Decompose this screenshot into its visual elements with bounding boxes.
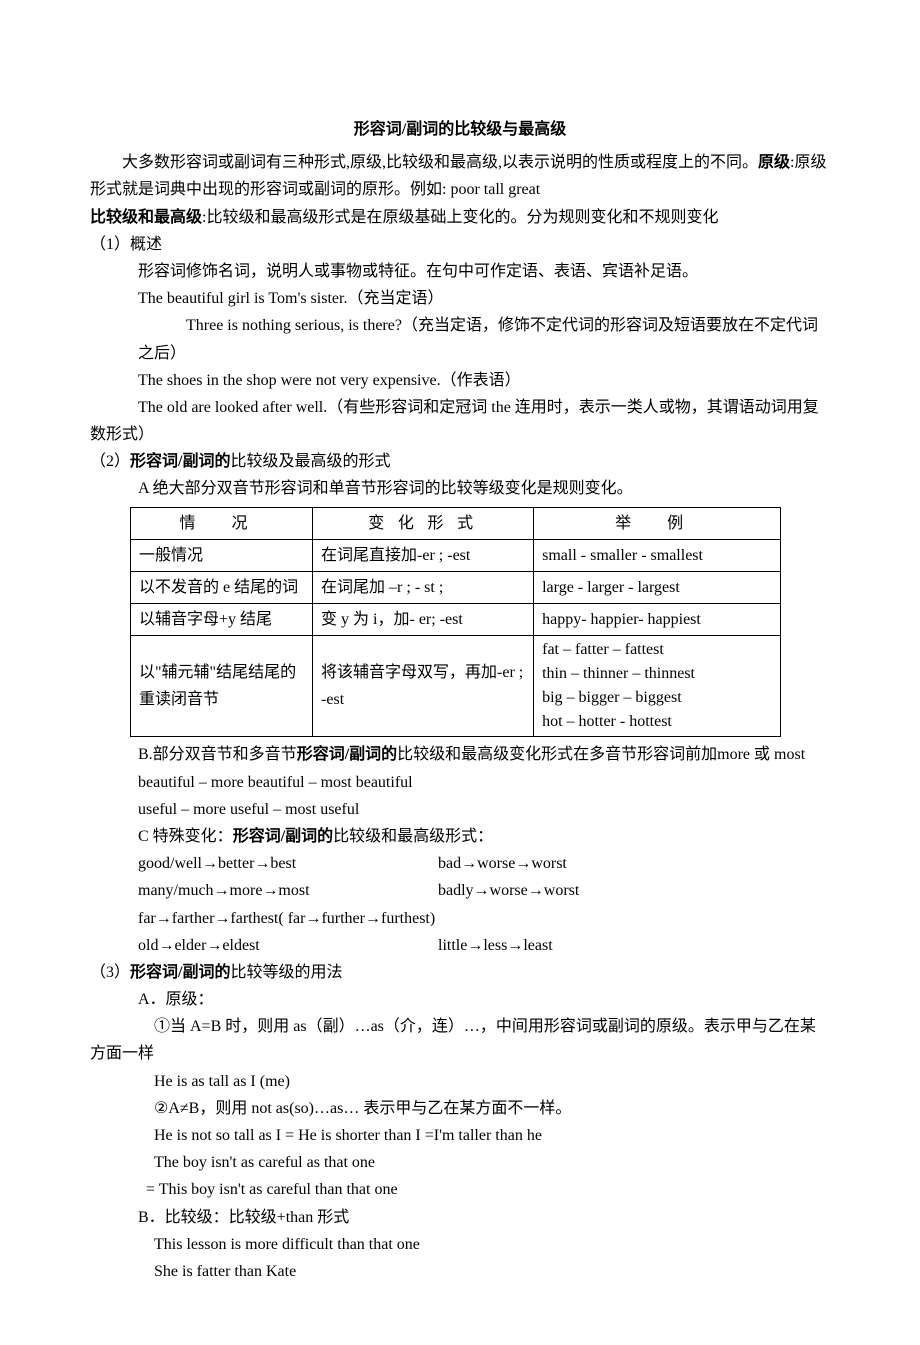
cell-case: 以"辅元辅"结尾结尾的重读闭音节	[131, 636, 313, 737]
sec3-a-label: A．原级：	[90, 986, 830, 1013]
sec1-line-5-text: The old are looked after well.（有些形容词和定冠词…	[90, 399, 819, 443]
sec3-a1: ①当 A=B 时，则用 as（副）…as（介，连）…，中间用形容词或副词的原级。…	[90, 1013, 830, 1067]
document-page: 形容词/副词的比较级与最高级 大多数形容词或副词有三种形式,原级,比较级和最高级…	[0, 0, 920, 1345]
sec3-a2-ex2: The boy isn't as careful as that one	[90, 1149, 830, 1176]
cell-example-multi: fat – fatter – fattestthin – thinner – t…	[534, 636, 781, 737]
sec2-b-pre: B.部分双音节和多音节	[138, 746, 297, 763]
sec2-c-r1-right: bad→worse→worst	[438, 850, 567, 877]
sec3-a1-ex: He is as tall as I (me)	[90, 1068, 830, 1095]
sec2-b-bold: 形容词/副词的	[297, 746, 397, 763]
sec3-a1-text: ①当 A=B 时，则用 as（副）…as（介，连）…，中间用形容词或副词的原级。…	[90, 1018, 816, 1062]
sec2-num: （2）	[90, 453, 130, 470]
rules-table: 情 况 变 化 形 式 举 例 一般情况 在词尾直接加-er ; -est sm…	[130, 507, 781, 738]
sec3-b-label: B．比较级：比较级+than 形式	[90, 1204, 830, 1231]
cell-rule: 变 y 为 i，加- er; -est	[313, 604, 534, 636]
sec3-a2: ②A≠B，则用 not as(so)…as… 表示甲与乙在某方面不一样。	[90, 1095, 830, 1122]
sec2-c-r2-left: many/much→more→most	[138, 877, 438, 904]
sec2-tail: 比较级及最高级的形式	[230, 453, 390, 470]
cell-example: small - smaller - smallest	[534, 539, 781, 571]
cell-case: 以不发音的 e 结尾的词	[131, 572, 313, 604]
cell-rule: 在词尾直接加-er ; -est	[313, 539, 534, 571]
sec2-b-ex2: useful – more useful – most useful	[90, 796, 830, 823]
intro-paragraph: 大多数形容词或副词有三种形式,原级,比较级和最高级,以表示说明的性质或程度上的不…	[90, 149, 830, 203]
sec3-num: （3）	[90, 964, 130, 981]
sec3-a2-ex1: He is not so tall as I = He is shorter t…	[90, 1122, 830, 1149]
sec2-c-post: 比较级和最高级形式：	[333, 828, 493, 845]
sec2-c-row1: good/well→better→best bad→worse→worst	[90, 850, 830, 877]
page-title: 形容词/副词的比较级与最高级	[90, 116, 830, 143]
sec3-b-ex2: She is fatter than Kate	[90, 1258, 830, 1285]
sec2-b-ex1: beautiful – more beautiful – most beauti…	[90, 769, 830, 796]
section-3-heading: （3）形容词/副词的比较等级的用法	[90, 959, 830, 986]
sec2-c-row4: old→elder→eldest little→less→least	[90, 932, 830, 959]
cell-case: 以辅音字母+y 结尾	[131, 604, 313, 636]
sec2-c-line: C 特殊变化：形容词/副词的比较级和最高级形式：	[90, 823, 830, 850]
sec1-line-2: The beautiful girl is Tom's sister.（充当定语…	[90, 285, 830, 312]
col-header-example: 举 例	[534, 507, 781, 539]
sec1-line-5: The old are looked after well.（有些形容词和定冠词…	[90, 394, 830, 448]
cell-example: large - larger - largest	[534, 572, 781, 604]
sec3-tail: 比较等级的用法	[230, 964, 342, 981]
sec3-a2-ex3: = This boy isn't as careful than that on…	[90, 1176, 830, 1203]
sec3-bold: 形容词/副词的	[130, 964, 230, 981]
table-row: 以辅音字母+y 结尾 变 y 为 i，加- er; -est happy- ha…	[131, 604, 781, 636]
sec1-line-3: Three is nothing serious, is there?（充当定语…	[90, 312, 830, 366]
sec2-c-r4-right: little→less→least	[438, 932, 553, 959]
sec2-c-ex3: far→farther→farthest( far→further→furthe…	[90, 905, 830, 932]
sec2-a-line: A 绝大部分双音节形容词和单音节形容词的比较等级变化是规则变化。	[90, 475, 830, 502]
table-row: 以不发音的 e 结尾的词 在词尾加 –r ; - st ; large - la…	[131, 572, 781, 604]
cell-example: happy- happier- happiest	[534, 604, 781, 636]
cell-case: 一般情况	[131, 539, 313, 571]
table-header-row: 情 况 变 化 形 式 举 例	[131, 507, 781, 539]
intro-text-1: 大多数形容词或副词有三种形式,原级,比较级和最高级,以表示说明的性质或程度上的不…	[122, 154, 758, 171]
cell-rule: 将该辅音字母双写，再加-er ; -est	[313, 636, 534, 737]
section-2-heading: （2）形容词/副词的比较级及最高级的形式	[90, 448, 830, 475]
col-header-case: 情 况	[131, 507, 313, 539]
cell-rule: 在词尾加 –r ; - st ;	[313, 572, 534, 604]
table-row: 以"辅元辅"结尾结尾的重读闭音节 将该辅音字母双写，再加-er ; -est f…	[131, 636, 781, 737]
sec2-bold: 形容词/副词的	[130, 453, 230, 470]
intro-paragraph-2: 比较级和最高级:比较级和最高级形式是在原级基础上变化的。分为规则变化和不规则变化	[90, 204, 830, 231]
sec2-b-post: 比较级和最高级变化形式在多音节形容词前加more 或 most	[397, 746, 805, 763]
sec2-c-row2: many/much→more→most badly→worse→worst	[90, 877, 830, 904]
sec2-c-r4-left: old→elder→eldest	[138, 932, 438, 959]
sec2-b-line: B.部分双音节和多音节形容词/副词的比较级和最高级变化形式在多音节形容词前加mo…	[90, 741, 830, 768]
sec1-line-4: The shoes in the shop were not very expe…	[90, 367, 830, 394]
sec1-line-3-text: Three is nothing serious, is there?（充当定语…	[138, 317, 818, 361]
col-header-rule: 变 化 形 式	[313, 507, 534, 539]
sec2-c-pre: C 特殊变化：	[138, 828, 233, 845]
table-row: 一般情况 在词尾直接加-er ; -est small - smaller - …	[131, 539, 781, 571]
label-original: 原级	[758, 154, 790, 171]
sec1-line-1: 形容词修饰名词，说明人或事物或特征。在句中可作定语、表语、宾语补足语。	[90, 258, 830, 285]
label-comparative-superlative: 比较级和最高级	[90, 209, 202, 226]
sec2-c-r2-right: badly→worse→worst	[438, 877, 579, 904]
sec2-c-r1-left: good/well→better→best	[138, 850, 438, 877]
section-1-heading: （1）概述	[90, 231, 830, 258]
sec3-b-ex1: This lesson is more difficult than that …	[90, 1231, 830, 1258]
sec2-c-bold: 形容词/副词的	[233, 828, 333, 845]
intro-text-2: :比较级和最高级形式是在原级基础上变化的。分为规则变化和不规则变化	[202, 209, 718, 226]
